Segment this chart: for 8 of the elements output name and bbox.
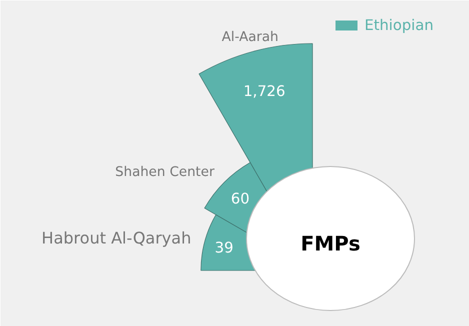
text: FMPs <box>300 232 360 256</box>
data-label: 1,726 <box>243 83 286 100</box>
category-label: Shahen Center <box>115 164 215 180</box>
data-label: 60 <box>230 190 250 208</box>
category-label: Habrout Al-Qaryah <box>42 228 192 248</box>
legend-label: Ethiopian <box>364 17 434 34</box>
category-label: Al-Aarah <box>222 30 278 46</box>
data-label: 39 <box>214 239 234 256</box>
